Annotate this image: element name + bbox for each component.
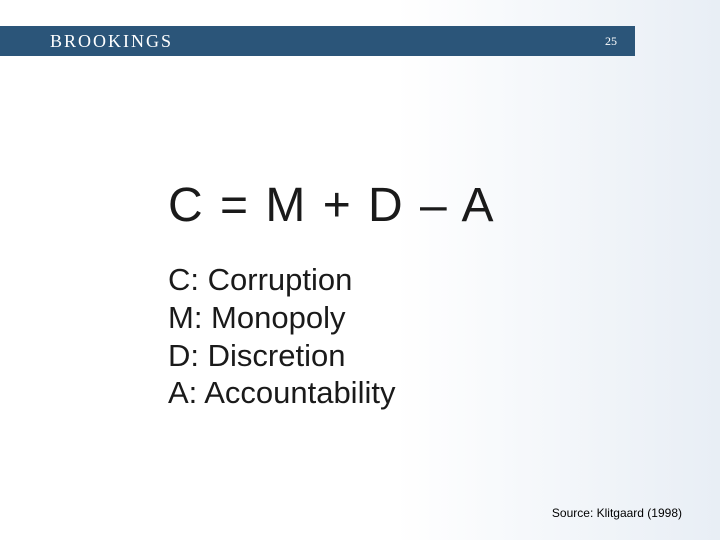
source-citation: Source: Klitgaard (1998) bbox=[552, 506, 682, 520]
header-bar: BROOKINGS 25 bbox=[0, 26, 635, 56]
formula-text: C = M + D – A bbox=[168, 178, 495, 233]
slide-content: C = M + D – A C: Corruption M: Monopoly … bbox=[168, 178, 495, 412]
definition-item: D: Discretion bbox=[168, 337, 495, 375]
page-number: 25 bbox=[605, 34, 617, 49]
definition-item: C: Corruption bbox=[168, 261, 495, 299]
brand-label: BROOKINGS bbox=[50, 31, 173, 52]
definitions-list: C: Corruption M: Monopoly D: Discretion … bbox=[168, 261, 495, 412]
definition-item: A: Accountability bbox=[168, 374, 495, 412]
definition-item: M: Monopoly bbox=[168, 299, 495, 337]
